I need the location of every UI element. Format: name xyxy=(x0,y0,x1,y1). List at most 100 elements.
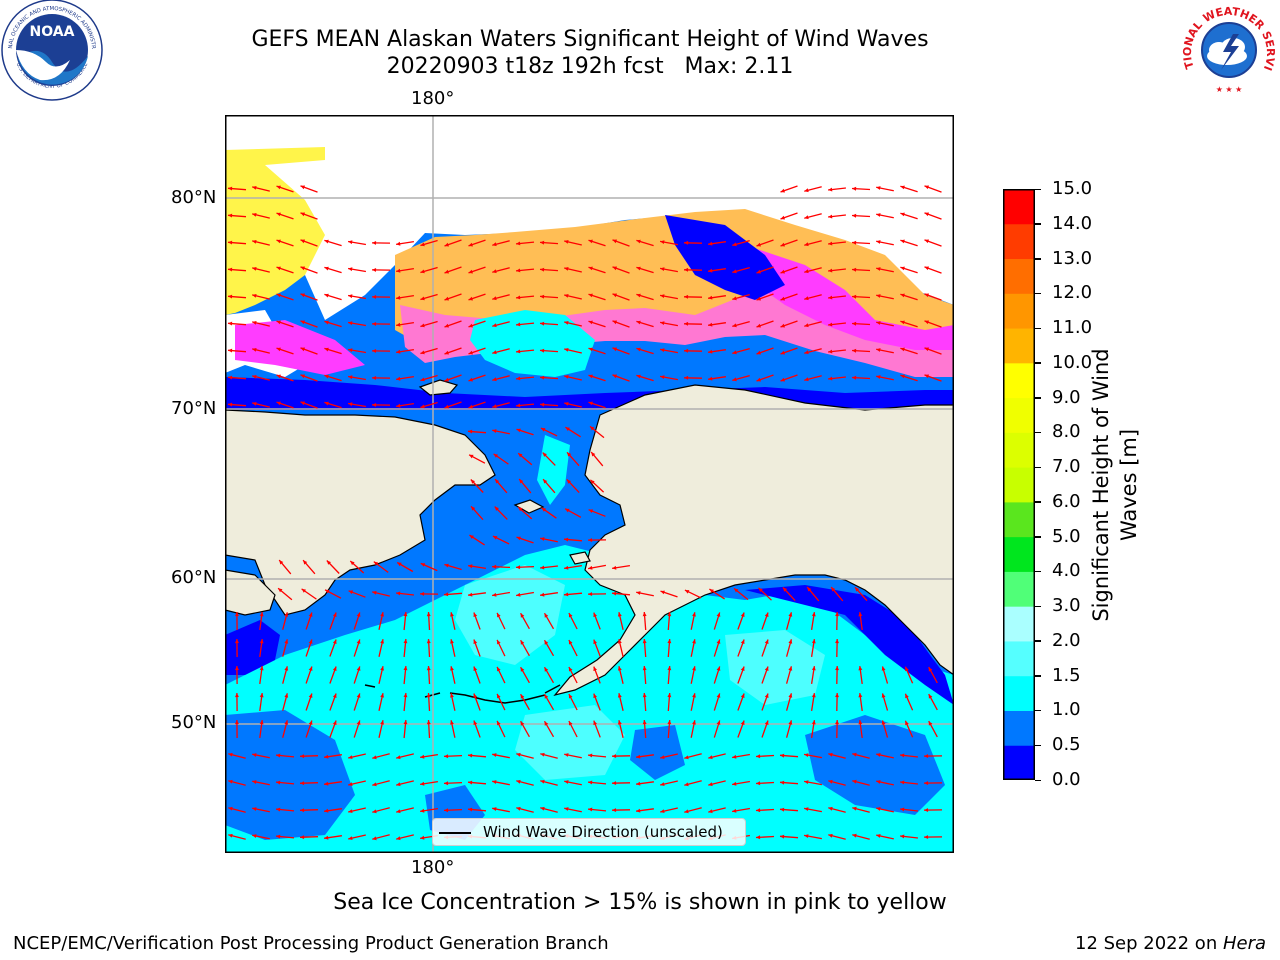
colorbar-tick-mark xyxy=(1035,223,1041,225)
wind-wave-arrowhead xyxy=(667,639,672,644)
wind-wave-arrowhead xyxy=(348,590,354,595)
wind-wave-arrowhead xyxy=(780,350,785,355)
wind-wave-arrowhead xyxy=(660,590,665,595)
wind-wave-arrowhead xyxy=(284,612,289,617)
wind-wave-arrowhead xyxy=(300,374,305,379)
wind-wave-arrowhead xyxy=(540,565,545,570)
wind-wave-arrowhead xyxy=(593,720,597,726)
wind-wave-arrowhead xyxy=(348,321,353,326)
wind-wave-arrowhead xyxy=(828,241,833,246)
wind-wave-arrowhead xyxy=(348,809,353,813)
colorbar-tick-mark xyxy=(1035,744,1041,747)
wind-wave-arrowhead xyxy=(764,693,769,698)
wind-wave-arrowhead xyxy=(228,213,233,218)
wind-wave-arrowhead xyxy=(252,213,257,217)
wind-wave-arrowhead xyxy=(520,613,525,618)
wind-wave-arrowhead xyxy=(588,565,593,570)
wind-wave-arrowhead xyxy=(716,693,721,698)
wind-wave-arrowhead xyxy=(468,269,473,274)
wind-wave-arrowhead xyxy=(276,320,281,325)
wind-wave-arrowhead xyxy=(276,401,281,406)
wind-wave-arrowhead xyxy=(300,781,305,786)
ocean-cyan-strait xyxy=(537,435,570,505)
wind-wave-arrowhead xyxy=(708,782,713,787)
wind-wave-arrowhead xyxy=(568,694,573,699)
wind-wave-arrowhead xyxy=(756,269,761,274)
wind-wave-arrowhead xyxy=(444,781,449,786)
wind-wave-arrowhead xyxy=(804,807,809,811)
wind-wave-arrowhead xyxy=(568,721,573,726)
wind-wave-arrowhead xyxy=(468,753,473,758)
colorbar-tick-mark xyxy=(1035,640,1041,642)
wind-wave-arrowhead xyxy=(876,213,881,217)
colorbar-canvas xyxy=(1003,189,1035,781)
wind-wave-arrowhead xyxy=(660,240,665,244)
wind-wave-arrowhead xyxy=(692,666,696,671)
wind-wave-arrowhead xyxy=(900,780,905,785)
wind-wave-arrowhead xyxy=(756,377,761,382)
wind-wave-arrowhead xyxy=(684,375,689,380)
wind-wave-arrowhead xyxy=(831,587,836,592)
ocean-dark-blue-kamchatka xyxy=(225,620,280,675)
wind-wave-arrowhead xyxy=(876,375,881,379)
wind-wave-arrowhead xyxy=(617,693,622,698)
wind-wave-arrowhead xyxy=(667,666,672,671)
wind-wave-arrowhead xyxy=(276,834,281,839)
wind-wave-arrowhead xyxy=(324,808,329,813)
wind-wave-arrowhead xyxy=(612,754,617,758)
wind-wave-arrowhead xyxy=(881,693,886,698)
wind-wave-arrowhead xyxy=(252,267,257,271)
wind-wave-arrowhead xyxy=(804,188,809,193)
wind-wave-arrowhead xyxy=(636,320,641,325)
colorbar-tick-mark xyxy=(1035,258,1041,260)
wind-wave-arrowhead xyxy=(708,376,713,381)
wind-wave-arrowhead xyxy=(732,323,737,328)
wind-wave-arrowhead xyxy=(708,295,713,300)
wind-wave-arrowhead xyxy=(403,639,408,644)
ocean-blue-patch-1 xyxy=(225,710,355,840)
wind-wave-arrowhead xyxy=(420,754,425,759)
wind-wave-arrowhead xyxy=(252,375,257,379)
wind-wave-arrowhead xyxy=(876,807,881,811)
wind-wave-arrowhead xyxy=(876,834,881,838)
wind-wave-arrowhead xyxy=(473,612,478,617)
wind-wave-arrowhead xyxy=(660,267,665,271)
wind-wave-arrowhead xyxy=(900,212,905,217)
wind-wave-arrowhead xyxy=(588,780,593,785)
wind-wave-arrowhead xyxy=(716,720,721,725)
chart-subtitle: 20220903 t18z 192h fcst Max: 2.11 xyxy=(386,54,794,79)
wind-wave-arrowhead xyxy=(228,294,233,299)
wind-wave-arrowhead xyxy=(276,266,281,271)
wind-wave-arrowhead xyxy=(276,185,281,190)
wind-wave-arrowhead xyxy=(228,806,233,811)
wind-wave-arrowhead xyxy=(642,612,647,617)
wind-wave-arrowhead xyxy=(858,720,863,725)
nws-logo: NATIONAL WEATHER SERVICE ★ ★ ★ xyxy=(1177,0,1277,94)
wind-wave-arrowhead xyxy=(444,296,449,301)
credit-text: NCEP/EMC/Verification Post Processing Pr… xyxy=(13,933,609,954)
map-frame xyxy=(225,115,954,853)
wind-wave-arrowhead xyxy=(924,185,929,190)
wind-wave-arrowhead xyxy=(518,453,523,458)
wind-wave-arrowhead xyxy=(235,612,239,617)
wind-wave-arrowhead xyxy=(564,321,569,325)
colorbar-tick-mark xyxy=(1035,292,1041,295)
colorbar-tick-mark xyxy=(1035,570,1041,573)
wind-wave-arrowhead xyxy=(788,720,793,725)
chart-title: GEFS MEAN Alaskan Waters Significant Hei… xyxy=(251,27,929,52)
colorbar-title: Significant Height of Wind Waves [m] xyxy=(1087,348,1143,621)
wind-wave-arrowhead xyxy=(780,753,785,758)
wind-wave-arrowhead xyxy=(588,807,593,812)
ice-orange-band xyxy=(395,209,954,375)
wind-wave-arrowhead xyxy=(403,720,408,725)
wind-wave-arrowhead xyxy=(543,479,548,484)
wind-wave-arrowhead xyxy=(450,612,454,617)
colorbar-segment xyxy=(1003,536,1035,572)
wind-wave-arrowhead xyxy=(828,214,833,219)
wind-wave-arrowhead xyxy=(852,321,857,326)
wind-wave-arrowhead xyxy=(544,694,549,699)
wind-wave-arrowhead xyxy=(617,612,622,617)
wind-wave-arrowhead xyxy=(590,479,595,485)
wind-wave-arrowhead xyxy=(308,666,313,671)
colorbar-segment xyxy=(1003,501,1035,538)
